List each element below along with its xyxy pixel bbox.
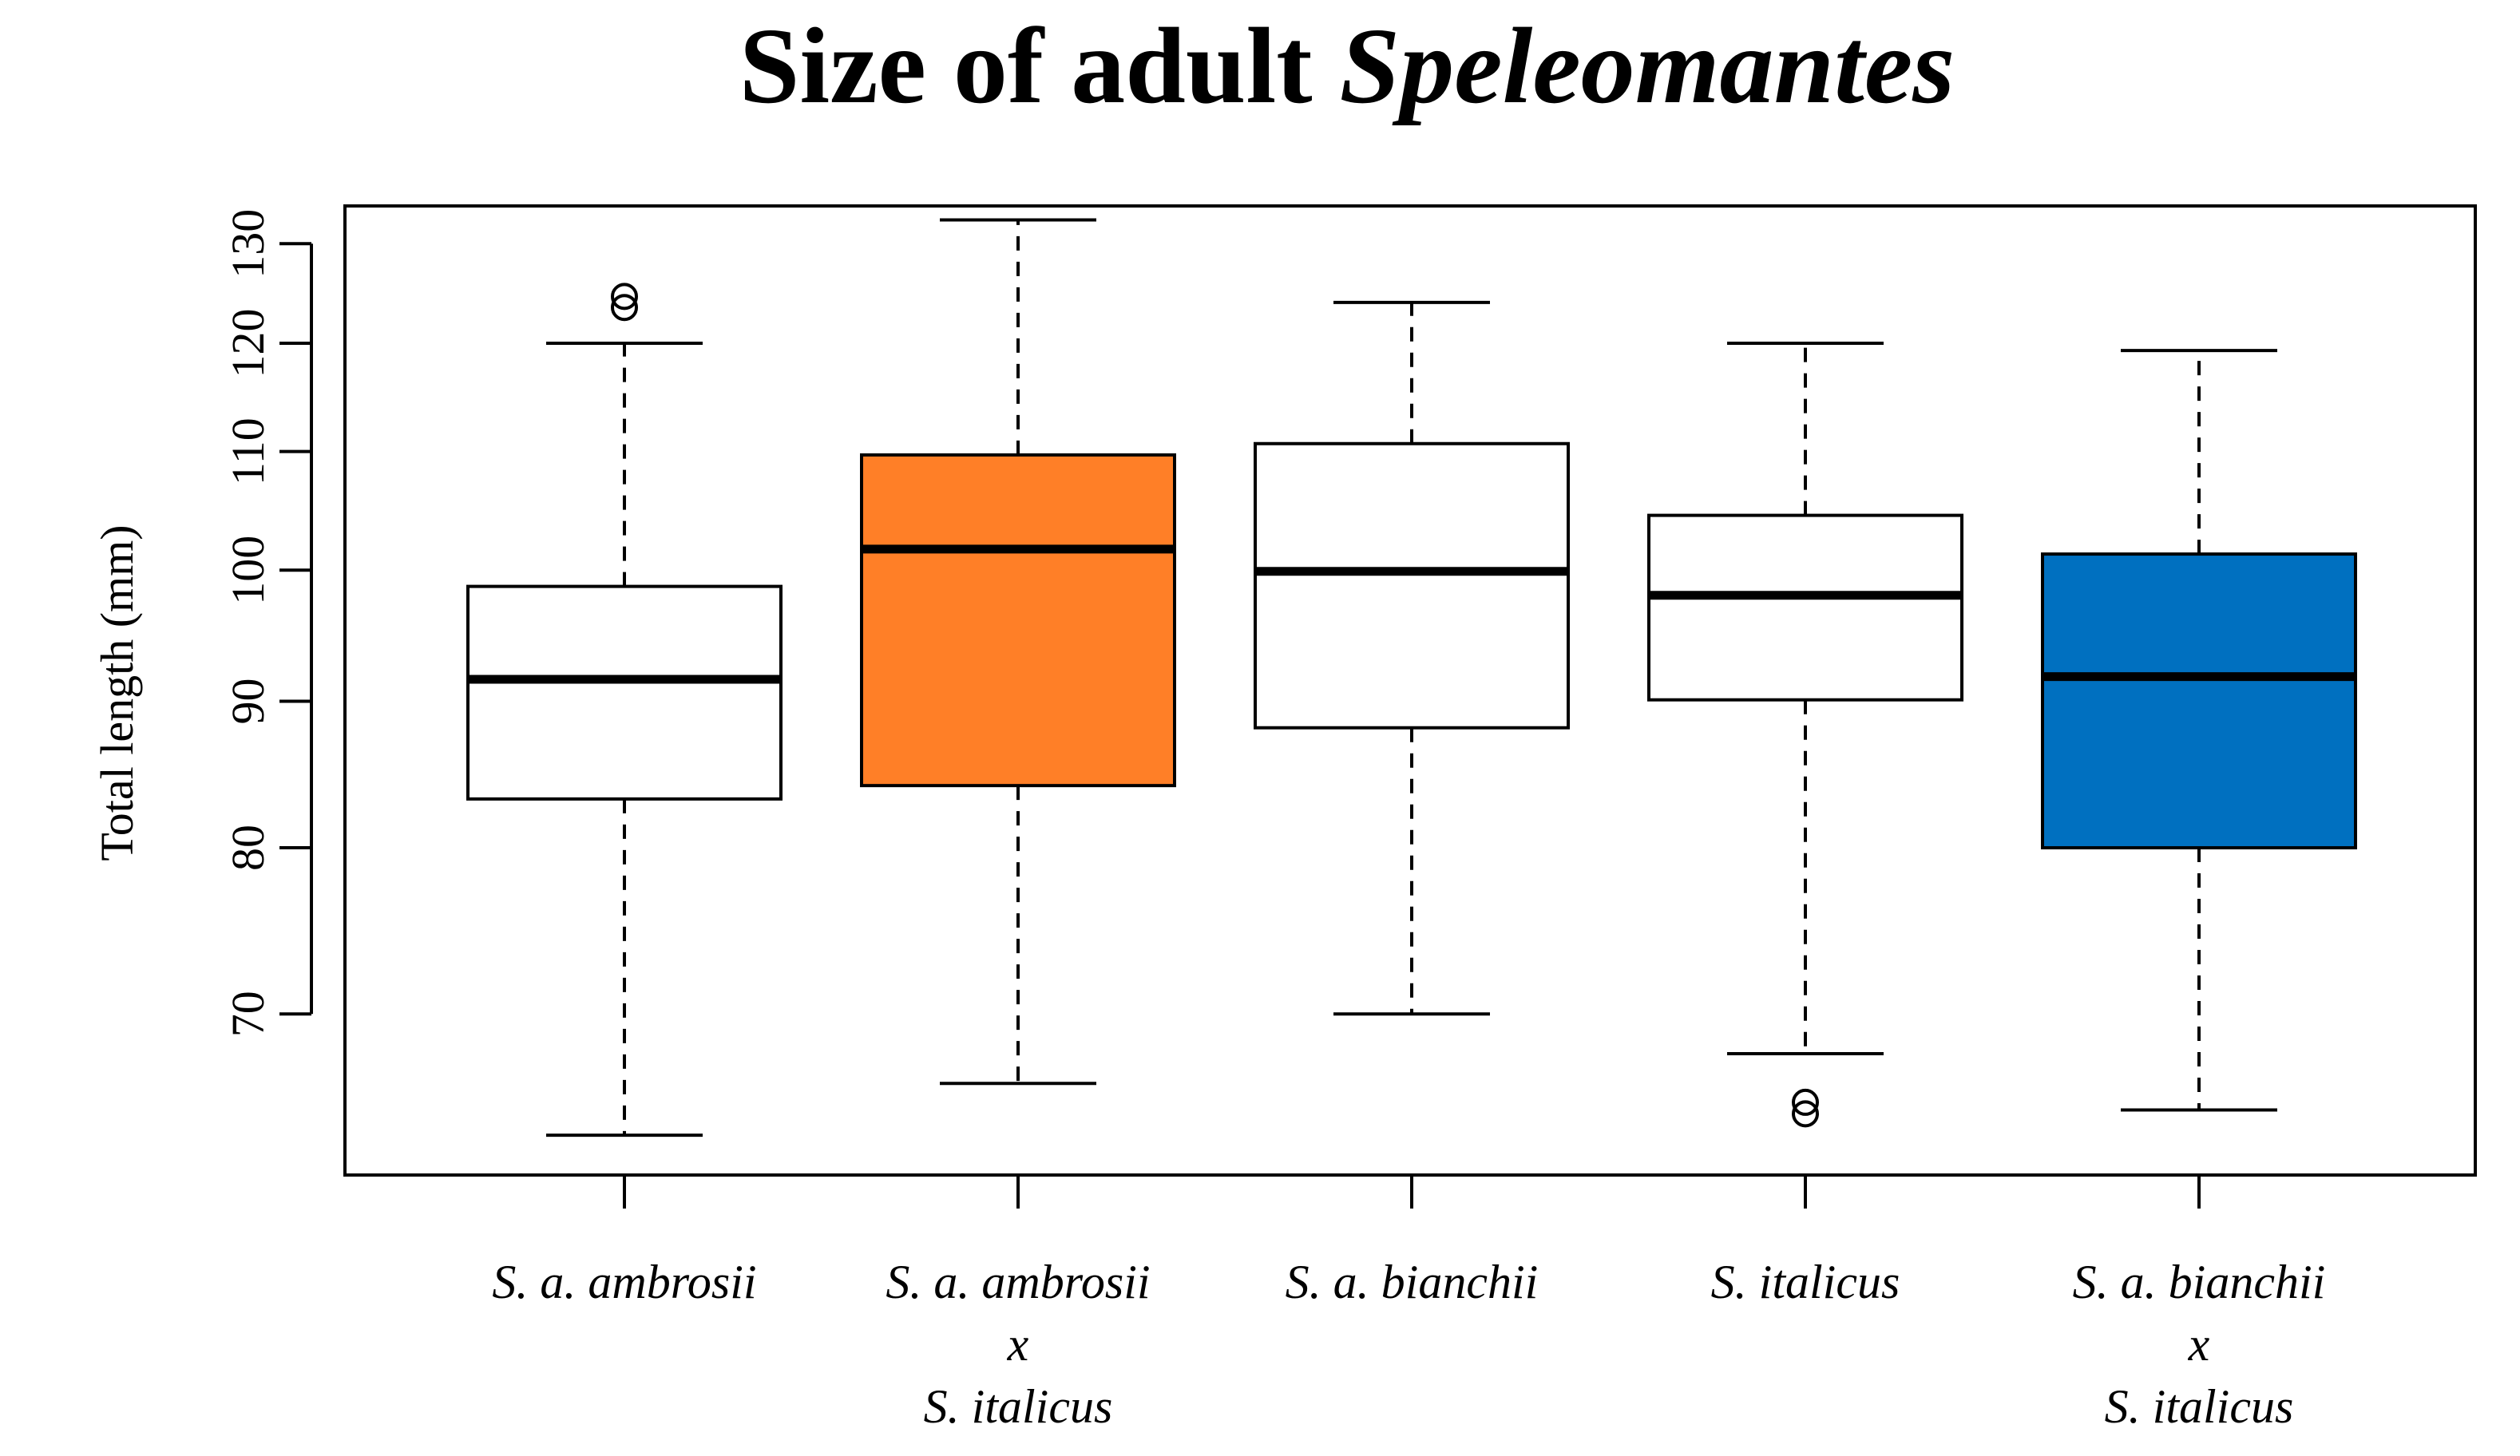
iqr-box [2041, 552, 2357, 850]
y-axis-label: Total length (mm) [91, 524, 143, 861]
outlier-point [611, 283, 638, 311]
x-category-label: S. a. bianchii x S. italicus [2073, 1256, 2326, 1433]
chart-title-italic: Speleomantes [1340, 6, 1955, 126]
box-3 [1254, 300, 1570, 1016]
box-5 [2041, 349, 2357, 1112]
y-tick-label: 120 [222, 309, 274, 378]
x-category-label-line: S. italicus [2105, 1380, 2294, 1433]
box-4 [1647, 342, 1963, 1128]
chart-title-plain: Size of adult [739, 6, 1340, 126]
x-category-label-line: S. a. bianchii [2073, 1256, 2326, 1308]
y-axis: 70 80 90 100 110 120 130 [222, 209, 313, 1037]
y-tick-label: 130 [222, 209, 274, 279]
x-category-label-line: x [1007, 1318, 1029, 1371]
x-category-label-line: S. a. ambrosii [886, 1256, 1150, 1308]
outlier-point [611, 294, 638, 322]
x-category-label: S. a. bianchii [1286, 1256, 1539, 1308]
outlier-point [1792, 1100, 1819, 1128]
x-category-label-line: S. a. ambrosii [492, 1256, 756, 1308]
outlier-point [1792, 1088, 1819, 1116]
iqr-box [466, 584, 783, 801]
x-category-label: S. italicus [1711, 1256, 1900, 1308]
x-category-label: S. a. ambrosii x S. italicus [886, 1256, 1150, 1433]
iqr-box [860, 453, 1176, 788]
chart-title: Size of adult Speleomantes [739, 6, 1955, 126]
x-category-label-line: S. italicus [1711, 1256, 1900, 1308]
x-category-label-line: S. italicus [924, 1380, 1113, 1433]
x-category-label: S. a. ambrosii [492, 1256, 756, 1308]
y-tick-label: 100 [222, 536, 274, 605]
iqr-box [1254, 441, 1570, 730]
box-1 [466, 283, 783, 1138]
x-axis: S. a. ambrosii S. a. ambrosii x S. italicus… [492, 1175, 2325, 1433]
box-group [466, 218, 2357, 1138]
y-tick-label: 110 [222, 417, 274, 485]
box-2 [860, 218, 1176, 1086]
iqr-box [1647, 513, 1963, 702]
y-tick-label: 80 [222, 825, 274, 871]
y-tick-label: 70 [222, 991, 274, 1037]
x-category-label-line: S. a. bianchii [1286, 1256, 1539, 1308]
x-category-label-line: x [2188, 1318, 2210, 1371]
y-tick-label: 90 [222, 678, 274, 724]
